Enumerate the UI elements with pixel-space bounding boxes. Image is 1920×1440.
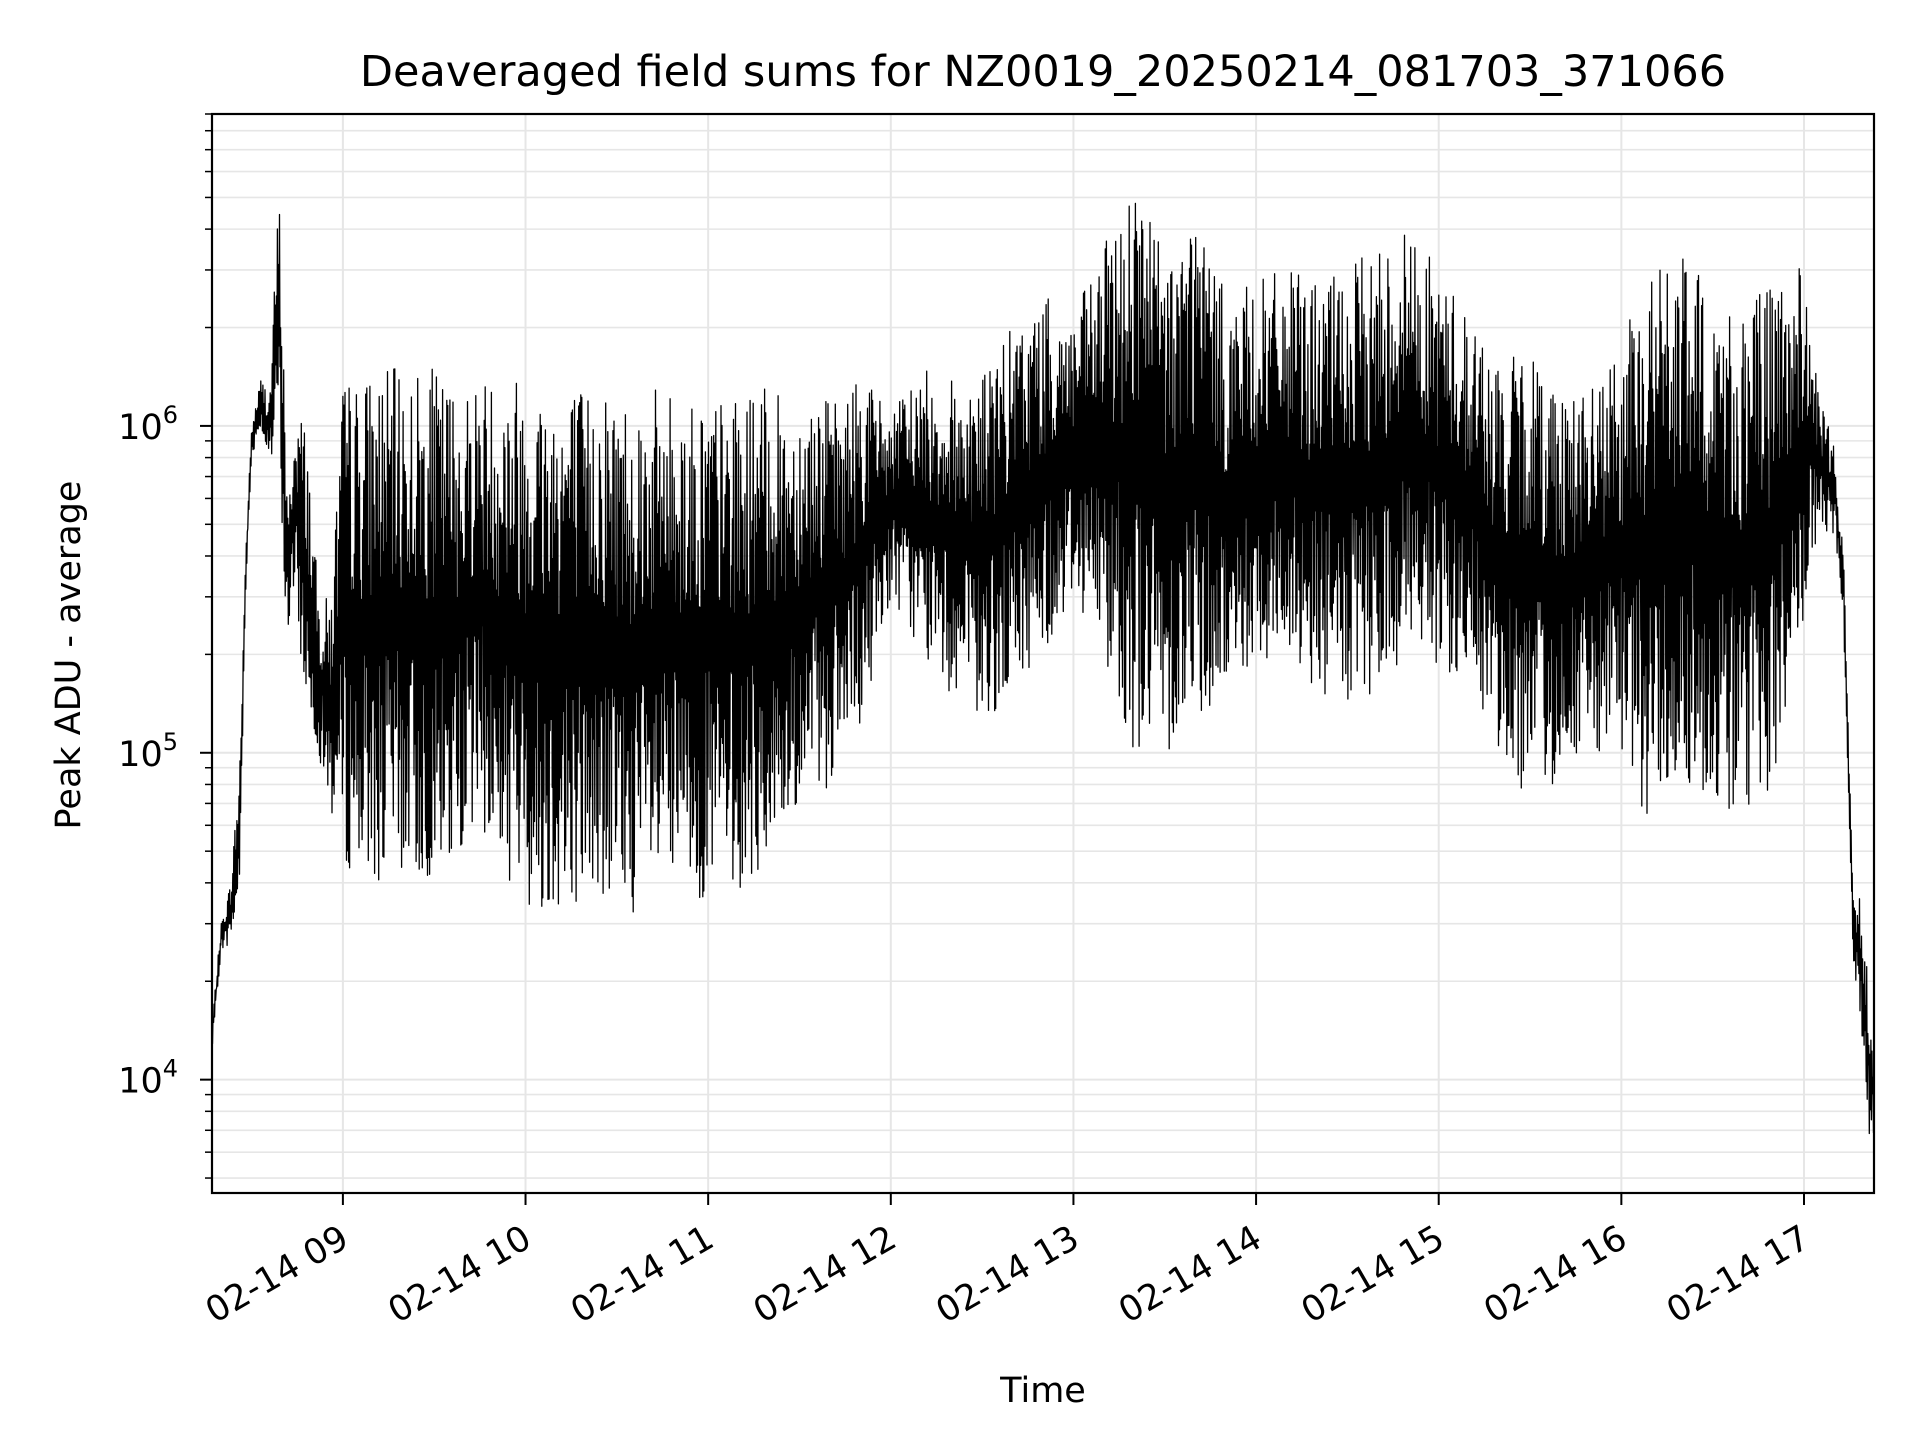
series-line xyxy=(211,202,1875,1135)
y-axis-label: Peak ADU - average xyxy=(49,481,89,830)
y-tick-label: 104 xyxy=(118,1055,178,1102)
y-tick-label: 105 xyxy=(118,728,178,775)
y-tick-label: 106 xyxy=(118,401,178,448)
x-axis-label: Time xyxy=(999,1371,1086,1411)
chart-title: Deaveraged field sums for NZ0019_2025021… xyxy=(360,47,1726,97)
plot-frame xyxy=(210,112,1876,1195)
plot-area xyxy=(211,202,1875,1135)
